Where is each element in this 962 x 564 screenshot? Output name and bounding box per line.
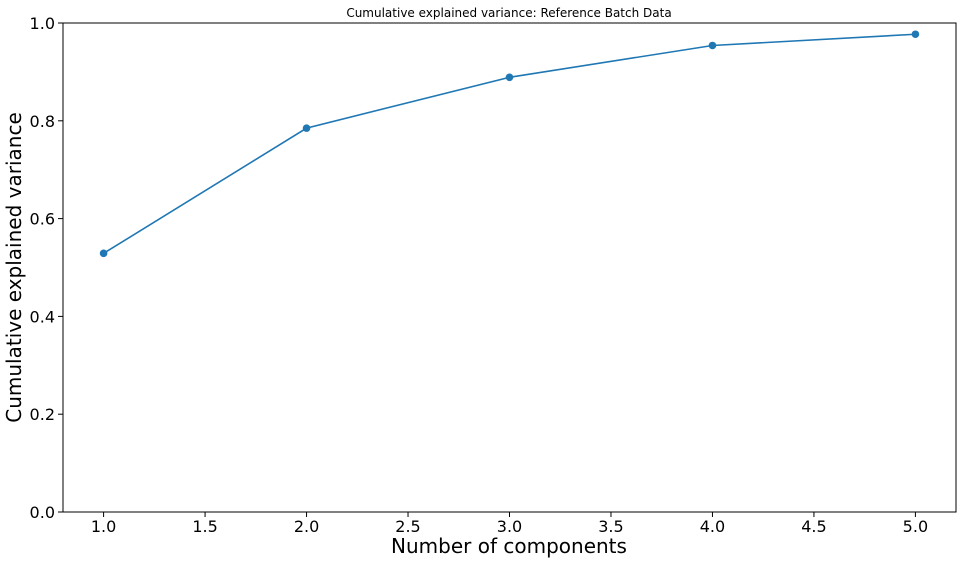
y-tick-label: 0.6 — [30, 210, 55, 229]
y-tick-label: 0.4 — [30, 307, 55, 326]
y-tick-label: 1.0 — [30, 14, 55, 33]
plot-area — [62, 22, 957, 513]
y-tick-label: 0.8 — [30, 112, 55, 131]
x-tick-label: 2.5 — [395, 517, 420, 536]
x-axis: 1.0 1.5 2.0 2.5 3.0 3.5 4.0 4.5 5.0 — [91, 512, 928, 536]
y-axis: 0.0 0.2 0.4 0.6 0.8 1.0 — [30, 14, 63, 522]
x-tick-label: 5.0 — [903, 517, 928, 536]
data-point — [99, 249, 108, 258]
data-point — [708, 41, 717, 50]
x-axis-label: Number of components — [391, 534, 627, 558]
chart-title: Cumulative explained variance: Reference… — [346, 6, 671, 20]
x-tick-label: 4.5 — [801, 517, 826, 536]
series-line — [103, 33, 916, 254]
x-tick-label: 3.5 — [598, 517, 623, 536]
axes-frame — [62, 22, 957, 513]
y-axis-label: Cumulative explained variance — [2, 112, 26, 423]
x-tick-label: 2.0 — [294, 517, 319, 536]
data-point — [302, 124, 311, 132]
y-tick-label: 0.0 — [30, 503, 55, 522]
x-tick-label: 1.5 — [192, 517, 217, 536]
x-tick-label: 4.0 — [700, 517, 725, 536]
y-tick-label: 0.2 — [30, 405, 55, 424]
x-tick-label: 1.0 — [91, 517, 116, 536]
data-point — [505, 73, 514, 82]
series-group — [99, 30, 920, 258]
x-tick-label: 3.0 — [497, 517, 522, 536]
data-point — [911, 30, 920, 39]
